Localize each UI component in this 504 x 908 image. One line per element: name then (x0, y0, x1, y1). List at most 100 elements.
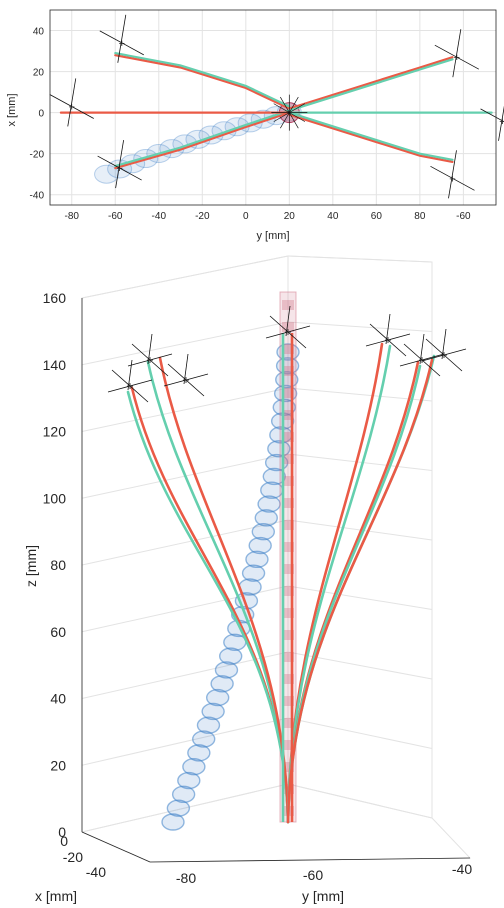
red-branch (114, 54, 291, 110)
teal-branch (288, 111, 454, 161)
3d-horizontal-grid (81, 255, 433, 833)
blue-tube-segment (248, 536, 272, 555)
frame-axis (452, 29, 462, 78)
pink-tube-segment (282, 586, 294, 596)
pink-tube-segment (282, 652, 294, 662)
teal-branch (288, 58, 454, 112)
pink-tube-segment (282, 432, 294, 442)
z-grid-left (81, 651, 289, 699)
3d-frame-axis (107, 379, 153, 393)
blue-tube-segment (201, 702, 225, 721)
top-plot-markers: + + + + + + (49, 14, 504, 199)
3d-frame-axis (147, 333, 153, 365)
3d-frame-axis (127, 353, 173, 367)
blue-tube-segment (187, 744, 211, 762)
blue-tube-segment (214, 661, 239, 679)
frame-axis (49, 94, 94, 119)
y-axis-line (149, 857, 471, 863)
red-branch (288, 113, 454, 163)
3d-y-tick: -80 (176, 870, 196, 886)
x-axis-line (81, 831, 151, 863)
pink-tube-segment (282, 520, 294, 530)
top-view-plot: + + + + + + -80 -60 -40 -20 0 20 40 60 80 -60 40 20 0 -20… (6, 9, 504, 242)
z-tick: 0 (58, 824, 66, 840)
pink-tube-segment (282, 476, 294, 486)
base-frame-ray (280, 112, 290, 129)
top-plot-grid (50, 10, 496, 205)
3d-frame-axis (183, 353, 189, 385)
marker-plus: + (119, 38, 125, 50)
z-grid-left (81, 321, 289, 366)
3d-marker-plus: + (440, 348, 447, 362)
z-tick: 140 (43, 357, 67, 373)
marker-plus: + (116, 163, 122, 175)
3d-markers: + + + + + + + (107, 305, 467, 403)
frame-axis (448, 150, 457, 199)
pink-tube-segment (282, 718, 294, 728)
3d-marker-plus: + (126, 379, 133, 393)
pink-tube-segment (282, 630, 294, 640)
pink-tube-segment (282, 344, 294, 354)
pink-tube-segment (282, 564, 294, 574)
blue-tube-segment (251, 523, 276, 541)
z-grid-right (287, 321, 433, 332)
3d-frame-axis (163, 373, 209, 387)
3d-frame-axis (441, 328, 447, 360)
z-grid-right (287, 651, 433, 680)
blue-tube-segment (218, 647, 243, 665)
top-x-axis-label: y [mm] (257, 230, 290, 242)
pink-tube-segment (282, 542, 294, 552)
3d-box-grid (81, 255, 472, 863)
top-x-tick: 40 (327, 211, 339, 222)
z-grid-right (287, 585, 433, 610)
z-tick: 40 (50, 691, 66, 707)
3d-marker-plus: + (384, 333, 391, 347)
frame-axis (498, 105, 504, 141)
3d-x-tick: -40 (86, 864, 106, 880)
3d-y-tick: -40 (452, 861, 472, 877)
3d-y-tick: -60 (303, 867, 323, 883)
top-x-tick: -20 (195, 211, 210, 222)
3d-marker-plus: + (284, 325, 291, 339)
3d-frame-axis (421, 348, 467, 362)
floor-edges (81, 817, 472, 863)
frame-axis (117, 14, 127, 63)
frame-axis (115, 139, 125, 189)
3d-marker-plus: + (418, 353, 425, 367)
z-grid-left (81, 387, 289, 432)
3d-y-tick-labels: -80 -60 -40 (176, 861, 472, 886)
top-x-tick: 20 (284, 211, 296, 222)
3d-frame-axis (265, 325, 311, 339)
z-grid-right (287, 783, 433, 819)
base-frame-ray (289, 103, 306, 113)
marker-plus: + (454, 52, 460, 64)
3d-branch (286, 358, 434, 824)
top-y-tick: -40 (30, 191, 45, 202)
top-x-tick: -80 (65, 211, 80, 222)
pink-tube-segment (282, 388, 294, 398)
blue-segment (94, 164, 120, 184)
z-tick-labels: 160 140 120 100 80 60 40 20 0 (43, 290, 67, 840)
pink-tube-segment (282, 674, 294, 684)
marker-plus: + (499, 116, 504, 128)
top-plot-series (59, 52, 493, 170)
3d-x-tick-labels: 0-20-40 (60, 833, 106, 880)
marker-plus: + (69, 101, 75, 113)
3d-frame-axis (385, 313, 391, 345)
z-axis-label: z [mm] (23, 545, 39, 587)
base-frame-ray (273, 112, 290, 122)
z-grid-left (81, 717, 289, 766)
blue-tube-segment (241, 564, 266, 582)
3d-series (126, 291, 436, 824)
top-plot-frame (49, 9, 497, 206)
top-x-tick: -40 (152, 211, 167, 222)
z-grid-left (81, 585, 289, 633)
top-x-tick-labels: -80 -60 -40 -20 0 20 40 60 80 -60 (65, 211, 472, 222)
pink-tube-segment (282, 696, 294, 706)
red-branch (288, 56, 454, 110)
3d-frame-axis (285, 305, 291, 337)
z-tick: 60 (50, 624, 66, 640)
3d-frame-axis (399, 353, 445, 367)
